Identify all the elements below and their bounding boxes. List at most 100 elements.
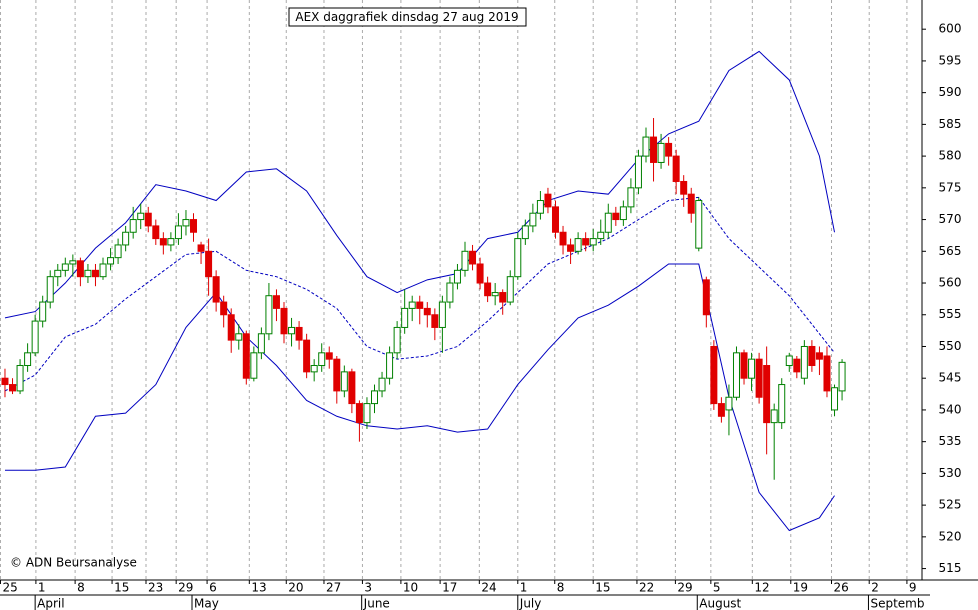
y-tick-label: 565	[939, 244, 962, 258]
candle-body	[793, 358, 801, 373]
plot	[0, 0, 908, 580]
candle-body	[235, 333, 243, 341]
y-tick-label: 520	[939, 529, 962, 543]
candle-body	[446, 282, 454, 303]
y-tick-label: 530	[939, 466, 962, 480]
candle-body	[551, 206, 559, 233]
candle-body	[770, 409, 778, 424]
x-tick-label: 13	[251, 581, 266, 595]
candle-body	[559, 231, 567, 246]
candle-body	[325, 352, 333, 360]
x-tick-label: 19	[793, 581, 808, 595]
candle-body	[785, 355, 793, 367]
candle-body	[295, 326, 303, 341]
candle-body	[16, 365, 24, 392]
y-tick-label: 540	[939, 402, 962, 416]
candle-body	[589, 238, 597, 246]
x-tick-label: 8	[77, 581, 85, 595]
candle-body	[378, 377, 386, 392]
credit: © ADN Beursanalyse	[10, 556, 137, 570]
x-tick-label: 29	[178, 581, 193, 595]
candle-body	[107, 257, 115, 265]
y-tick-label: 585	[939, 117, 962, 131]
candle-body	[24, 352, 32, 367]
candle-body	[220, 301, 228, 316]
candle-body	[732, 352, 740, 398]
month-label: Septemb	[870, 597, 924, 610]
candle-body	[355, 403, 363, 424]
candle-body	[205, 250, 213, 278]
candle-body	[303, 339, 311, 373]
candle-body	[416, 301, 424, 309]
x-tick-label: 10	[403, 581, 418, 595]
month-label: June	[363, 597, 390, 610]
y-tick-label: 560	[939, 276, 962, 290]
y-tick-label: 535	[939, 434, 962, 448]
candle-body	[31, 320, 39, 354]
y-tick-label: 600	[939, 22, 962, 36]
candle-body	[242, 333, 250, 379]
y-tick-label: 515	[939, 561, 962, 575]
candle-body	[250, 352, 258, 379]
candle-body	[514, 238, 522, 278]
candle-body	[476, 263, 484, 284]
x-tick-label: 15	[114, 581, 129, 595]
x-tick-label: 26	[834, 581, 849, 595]
candle-body	[152, 225, 160, 240]
candle-body	[9, 384, 17, 392]
candle-body	[431, 314, 439, 328]
candle-body	[348, 371, 356, 405]
candle-body	[461, 250, 469, 271]
candle-body	[137, 212, 145, 221]
candle-body	[438, 301, 446, 328]
candle-body	[190, 219, 198, 233]
candle-body	[393, 326, 401, 354]
candle-body	[144, 212, 152, 227]
upper-band	[4, 50, 836, 319]
y-tick-label: 555	[939, 307, 962, 321]
candle-body	[808, 345, 816, 367]
candle-body	[227, 314, 235, 341]
candle-body	[650, 136, 658, 163]
candle-body	[114, 244, 122, 259]
candle-body	[529, 212, 537, 227]
month-label: April	[37, 597, 64, 610]
x-tick-label: 20	[288, 581, 303, 595]
candle-body	[612, 212, 620, 221]
x-tick-label: 23	[148, 581, 163, 595]
candle-body	[702, 279, 710, 316]
x-tick-label: 25	[2, 581, 17, 595]
candle-body	[695, 200, 703, 249]
x-tick-label: 12	[754, 581, 769, 595]
candle-body	[687, 193, 695, 214]
candle-body	[619, 206, 627, 221]
candle-body	[46, 276, 54, 303]
candle-body	[453, 269, 461, 284]
candle-body	[536, 200, 544, 214]
candle-body	[167, 238, 175, 246]
candle-body	[129, 219, 137, 233]
candle-body	[657, 142, 665, 163]
x-tick-label: 27	[326, 581, 341, 595]
candle-body	[99, 263, 107, 278]
candle-body	[748, 358, 756, 379]
candle-body	[39, 301, 47, 322]
candle-body	[499, 292, 507, 303]
candle-body	[257, 333, 265, 354]
y-tick-label: 590	[939, 85, 962, 99]
candle-body	[363, 403, 371, 424]
y-tick-label: 525	[939, 498, 962, 512]
candle-body	[680, 180, 688, 195]
candle-body	[544, 193, 552, 208]
x-tick-label: 2	[871, 581, 879, 595]
candle-body	[469, 250, 477, 265]
candle-body	[642, 136, 650, 157]
candle-body	[280, 307, 288, 335]
candle-body	[54, 269, 62, 278]
candle-body	[634, 155, 642, 189]
candle-body	[84, 269, 92, 278]
x-tick-label: 3	[364, 581, 372, 595]
candle-body	[491, 292, 499, 297]
candle-body	[725, 396, 733, 411]
